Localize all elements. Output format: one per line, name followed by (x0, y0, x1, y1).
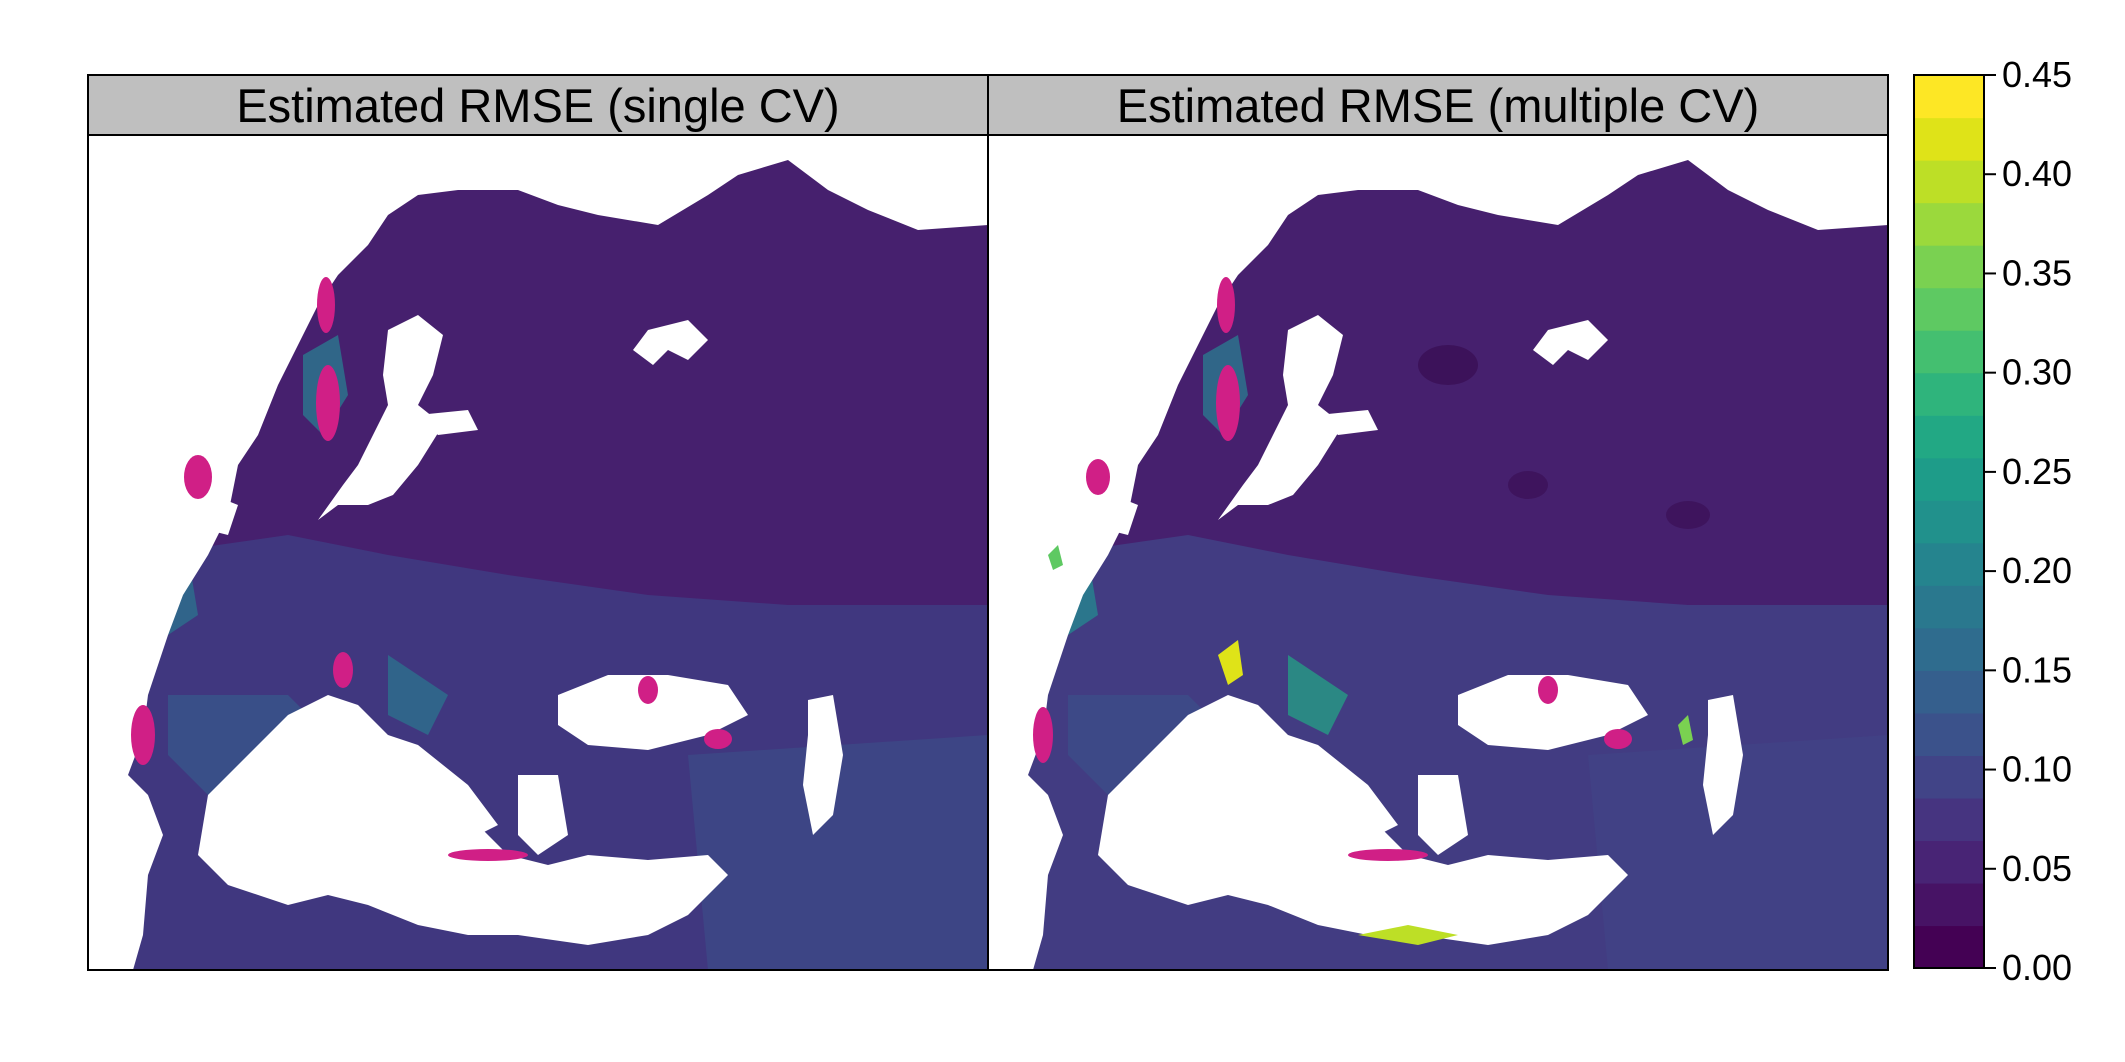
map-panel-single: Estimated RMSE (single CV) (87, 74, 989, 971)
colorbar-swatch (1914, 840, 1984, 884)
colorbar-swatch (1914, 500, 1984, 544)
colorbar-swatch (1914, 882, 1984, 927)
strip-title: Estimated RMSE (single CV) (236, 79, 839, 132)
high-rmse-patch (1538, 676, 1558, 704)
map-raster (88, 135, 988, 970)
colorbar-tick-label: 0.00 (2002, 947, 2072, 988)
colorbar-swatch (1914, 372, 1984, 416)
colorbar-swatch (1914, 160, 1984, 204)
colorbar-swatch (1914, 202, 1984, 246)
colorbar-swatch (1914, 287, 1984, 331)
colorbar-swatch (1914, 670, 1984, 714)
high-rmse-patch (1604, 729, 1632, 749)
high-rmse-patch (704, 729, 732, 749)
colorbar-swatch (1914, 925, 1984, 969)
high-rmse-patch (316, 365, 340, 441)
high-rmse-patch (184, 455, 212, 499)
high-rmse-patch (1086, 459, 1110, 495)
high-rmse-patch (1217, 277, 1235, 333)
panel-frame (987, 134, 1889, 971)
colorbar-tick-label: 0.30 (2002, 352, 2072, 393)
colorbar-swatch (1914, 330, 1984, 374)
colorbar-ticks: 0.45 0.40 0.35 0.30 0.25 0.20 0.15 0.10 0.05 0.00 (1984, 54, 2072, 988)
colorbar-swatch (1914, 627, 1984, 671)
colorbar-swatch (1914, 245, 1984, 289)
colorbar-swatch (1914, 797, 1984, 842)
colorbar-swatch (1914, 712, 1984, 756)
map-raster (988, 135, 1888, 970)
high-rmse-patch (638, 676, 658, 704)
colorbar-swatch (1914, 457, 1984, 501)
high-rmse-coast (1048, 545, 1063, 570)
colorbar-swatch (1914, 415, 1984, 459)
high-rmse-coast (1358, 925, 1458, 945)
colorbar-swatch (1914, 117, 1984, 161)
colorbar-frame (1913, 74, 1985, 969)
colorbar-tick-label: 0.05 (2002, 848, 2072, 889)
high-rmse-patch (333, 652, 353, 688)
high-rmse-patch (1216, 365, 1240, 441)
strip-background (87, 74, 989, 136)
strip-background (987, 74, 1889, 136)
high-rmse-patch (317, 277, 335, 333)
map-panel-multiple: Estimated RMSE (multiple CV) (987, 74, 1889, 971)
colorbar-swatch (1914, 755, 1984, 799)
high-rmse-patch (1033, 707, 1053, 763)
colorbar-tick-label: 0.15 (2002, 649, 2072, 690)
colorbar-tick-label: 0.10 (2002, 749, 2072, 790)
high-rmse-coast (1678, 715, 1693, 745)
strip-title: Estimated RMSE (multiple CV) (1117, 79, 1760, 132)
high-rmse-patch (1348, 849, 1428, 861)
colorbar-tick-label: 0.45 (2002, 54, 2072, 95)
colorbar-tick-label: 0.35 (2002, 252, 2072, 293)
colorbar-swatch (1914, 542, 1984, 586)
colorbar-swatch (1914, 75, 1984, 119)
colorbar-tick-label: 0.20 (2002, 550, 2072, 591)
colorbar-swatch (1914, 585, 1984, 629)
colorbar-swatches (1914, 75, 1984, 969)
high-rmse-patch (448, 849, 528, 861)
high-rmse-patch (131, 705, 155, 765)
colorbar-tick-label: 0.40 (2002, 153, 2072, 194)
high-rmse-coast (1218, 640, 1243, 685)
colorbar-tick-label: 0.25 (2002, 451, 2072, 492)
colorbar: 0.45 0.40 0.35 0.30 0.25 0.20 0.15 0.10 0.05 0.00 (1913, 54, 2072, 988)
